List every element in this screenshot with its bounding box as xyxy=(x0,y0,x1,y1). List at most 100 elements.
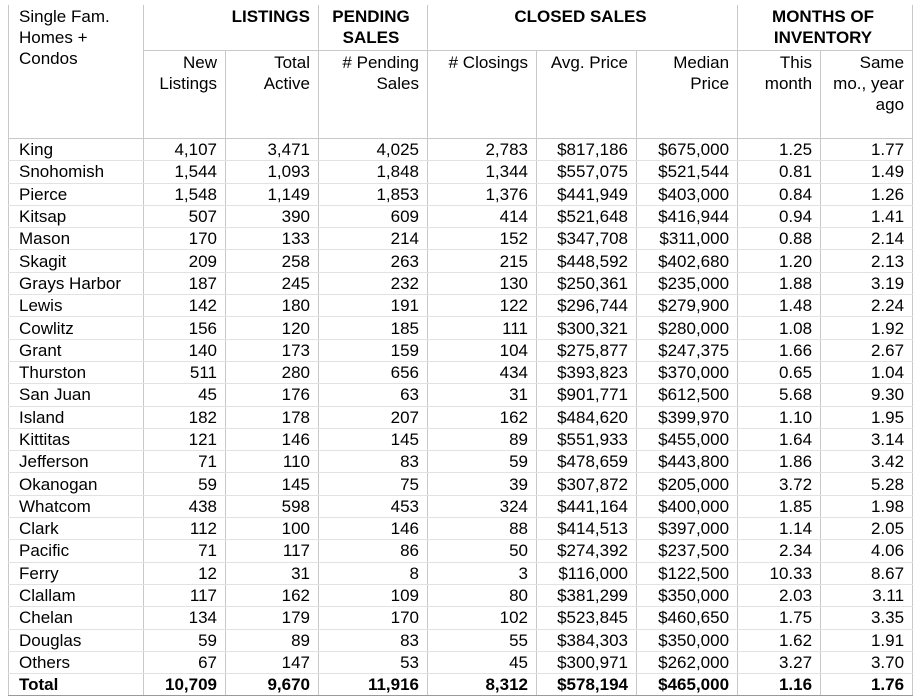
value-cell: 31 xyxy=(427,383,537,407)
value-cell: $443,800 xyxy=(635,450,739,474)
value-cell: 5.68 xyxy=(737,383,822,407)
value-cell: $521,648 xyxy=(536,205,637,229)
data-row: Others 67 147 53 45 $300,971 $262,000 3.27 3.70 xyxy=(8,651,914,675)
value-cell: 1.20 xyxy=(737,249,822,273)
county-cell: Island xyxy=(8,406,144,429)
value-cell: $551,933 xyxy=(536,428,637,452)
value-cell: $817,186 xyxy=(536,138,637,162)
data-row: Clallam 117 162 109 80 $381,299 $350,000 2.03 3.… xyxy=(8,584,914,608)
value-cell: 434 xyxy=(427,361,537,385)
group-header: MONTHS OF INVENTORY xyxy=(737,5,914,51)
data-row: Grays Harbor 187 245 232 130 $250,361 $235,000… xyxy=(8,272,914,296)
corner-header: Single Fam. Homes + Condos xyxy=(8,5,144,139)
value-cell: 1.85 xyxy=(737,495,822,519)
group-header: LISTINGS xyxy=(143,5,319,51)
value-cell: $901,771 xyxy=(536,383,637,407)
value-cell: $557,075 xyxy=(536,160,637,184)
value-cell: 1,848 xyxy=(318,160,428,184)
value-cell: $455,000 xyxy=(635,428,739,452)
total-cell: 10,709 xyxy=(143,673,226,696)
value-cell: 0.88 xyxy=(737,227,822,251)
value-cell: 0.65 xyxy=(737,361,822,385)
county-cell: Clallam xyxy=(8,584,144,608)
value-cell: 656 xyxy=(318,361,428,385)
column-header: # Pending Sales xyxy=(318,50,428,139)
value-cell: $300,971 xyxy=(536,651,637,675)
value-cell: 109 xyxy=(318,584,428,608)
column-header: Total Active xyxy=(225,50,319,139)
value-cell: 209 xyxy=(143,249,226,273)
value-cell: 162 xyxy=(427,406,537,429)
column-header: Same mo., year ago xyxy=(820,50,914,139)
value-cell: 280 xyxy=(225,361,319,385)
value-cell: 1,093 xyxy=(225,160,319,184)
value-cell: 142 xyxy=(143,294,226,318)
value-cell: $307,872 xyxy=(536,472,637,496)
county-cell: Pacific xyxy=(8,539,144,563)
value-cell: 122 xyxy=(427,294,537,318)
value-cell: 1,376 xyxy=(427,183,537,206)
value-cell: 5.28 xyxy=(820,472,914,496)
value-cell: 3.11 xyxy=(820,584,914,608)
value-cell: 438 xyxy=(143,495,226,519)
value-cell: 50 xyxy=(427,539,537,563)
value-cell: 121 xyxy=(143,428,226,452)
value-cell: 187 xyxy=(143,272,226,296)
value-cell: 185 xyxy=(318,316,428,340)
value-cell: 130 xyxy=(427,272,537,296)
value-cell: 89 xyxy=(427,428,537,452)
value-cell: 3,471 xyxy=(225,138,319,162)
value-cell: $460,650 xyxy=(635,606,739,630)
county-cell: Clark xyxy=(8,517,144,541)
value-cell: $400,000 xyxy=(635,495,739,519)
total-cell: 9,670 xyxy=(225,673,319,696)
value-cell: 1.25 xyxy=(737,138,822,162)
value-cell: 191 xyxy=(318,294,428,318)
column-header: Avg. Price xyxy=(536,50,637,139)
county-cell: Pierce xyxy=(8,183,144,206)
value-cell: 71 xyxy=(143,539,226,563)
data-row: Whatcom 438 598 453 324 $441,164 $400,000 1.85 1… xyxy=(8,495,914,519)
value-cell: 1.88 xyxy=(737,272,822,296)
value-cell: 1.98 xyxy=(820,495,914,519)
corner-text: Single Fam. Homes + Condos xyxy=(19,7,110,68)
column-header: This month xyxy=(737,50,822,139)
value-cell: 390 xyxy=(225,205,319,229)
group-header: CLOSED SALES xyxy=(426,5,739,51)
value-cell: 100 xyxy=(225,517,319,541)
county-cell: Kittitas xyxy=(8,428,144,452)
value-cell: $347,708 xyxy=(536,227,637,251)
group-header: PENDING SALES xyxy=(318,5,428,51)
value-cell: 3.14 xyxy=(820,428,914,452)
value-cell: $122,500 xyxy=(635,562,739,585)
data-row: Lewis 142 180 191 122 $296,744 $279,900 1.48 2.2… xyxy=(8,294,914,318)
value-cell: 178 xyxy=(225,406,319,429)
value-cell: 162 xyxy=(225,584,319,608)
county-cell: Jefferson xyxy=(8,450,144,474)
value-cell: $478,659 xyxy=(536,450,637,474)
value-cell: $237,500 xyxy=(635,539,739,563)
value-cell: 8 xyxy=(318,562,428,585)
value-cell: 2.03 xyxy=(737,584,822,608)
value-cell: 4,025 xyxy=(318,138,428,162)
value-cell: 80 xyxy=(427,584,537,608)
value-cell: 232 xyxy=(318,272,428,296)
data-row: San Juan 45 176 63 31 $901,771 $612,500 5.68 9.3… xyxy=(8,383,914,407)
total-row: Total 10,709 9,670 11,916 8,312 $578,194 $465,… xyxy=(8,673,914,696)
value-cell: $116,000 xyxy=(536,562,637,585)
value-cell: 258 xyxy=(225,249,319,273)
value-cell: 88 xyxy=(427,517,537,541)
data-row: Chelan 134 179 170 102 $523,845 $460,650 1.75 3.… xyxy=(8,606,914,630)
value-cell: 0.84 xyxy=(737,183,822,206)
value-cell: 3.70 xyxy=(820,651,914,675)
county-cell: Okanogan xyxy=(8,472,144,496)
value-cell: 104 xyxy=(427,339,537,362)
value-cell: 1.66 xyxy=(737,339,822,362)
value-cell: $235,000 xyxy=(635,272,739,296)
value-cell: 53 xyxy=(318,651,428,675)
data-row: Douglas 59 89 83 55 $384,303 $350,000 1.62 1.91 xyxy=(8,629,914,652)
value-cell: 176 xyxy=(225,383,319,407)
data-row: Pierce 1,548 1,149 1,853 1,376 $441,949 $403,0… xyxy=(8,183,914,206)
county-cell: Cowlitz xyxy=(8,316,144,340)
value-cell: 83 xyxy=(318,629,428,652)
